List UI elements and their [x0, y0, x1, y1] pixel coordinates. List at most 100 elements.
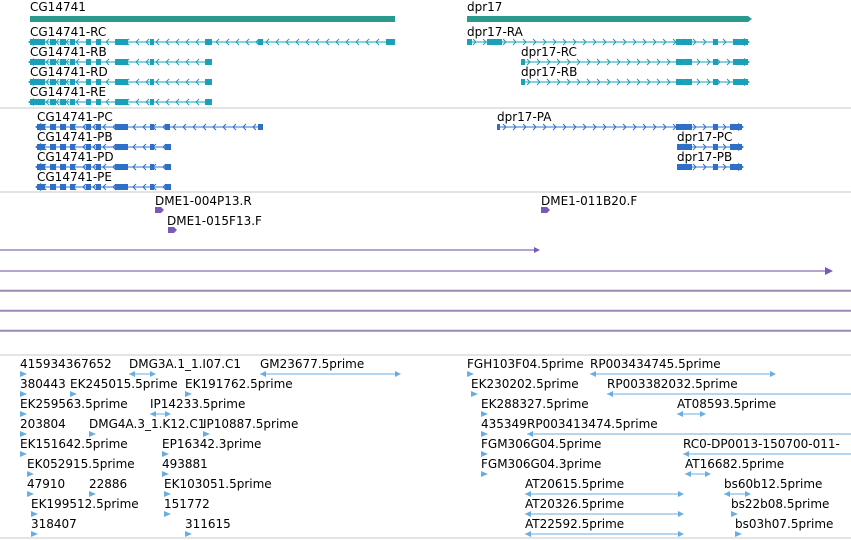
transcript-label[interactable]: dpr17-PA	[497, 110, 552, 124]
est-label[interactable]: EK191762.5prime	[185, 377, 293, 391]
est-label[interactable]: 435349	[481, 417, 527, 431]
est-label[interactable]: 47910	[27, 477, 66, 491]
transcript-label[interactable]: CG14741-RE	[30, 85, 107, 99]
transcript-label[interactable]: dpr17-RA	[467, 25, 523, 39]
est-label[interactable]: AT16682.5prime	[685, 457, 785, 471]
est-label[interactable]: EK052915.5prime	[27, 457, 135, 471]
strand-chevron	[702, 163, 707, 171]
est-label[interactable]: RP003382032.5prime	[607, 377, 738, 391]
est-label[interactable]: 318407	[31, 517, 77, 531]
est-label[interactable]: 22886	[89, 477, 128, 491]
strand-chevron	[662, 38, 667, 46]
exon-block	[165, 144, 171, 150]
est-label[interactable]: RP003434745.5prime	[590, 357, 721, 371]
strand-chevron	[596, 78, 601, 86]
est-label[interactable]: 415934367652	[20, 357, 112, 371]
strand-chevron	[546, 58, 551, 66]
est-label[interactable]: FGM306G04.3prime	[481, 457, 602, 471]
strand-chevron	[325, 38, 330, 46]
est-label[interactable]: 203804	[20, 417, 66, 431]
transcript-label[interactable]: CG14741-RC	[30, 25, 107, 39]
transcript-label[interactable]: dpr17-RB	[521, 65, 578, 79]
exon-block	[30, 99, 45, 105]
strand-chevron	[102, 143, 107, 151]
strand-arrow	[738, 143, 744, 151]
est-label[interactable]: bs03h07.5prime	[735, 517, 834, 531]
est-label[interactable]: bs22b08.5prime	[731, 497, 830, 511]
exon-block	[676, 79, 692, 85]
est-label[interactable]: EK151642.5prime	[20, 437, 128, 451]
strand-chevron	[732, 38, 737, 46]
exon-block	[96, 79, 101, 85]
est-label[interactable]: EK288327.5prime	[481, 397, 589, 411]
est-label[interactable]: EP16342.3prime	[162, 437, 262, 451]
transcript-label[interactable]: CG14741-PB	[37, 130, 113, 144]
clone-label[interactable]: DME1-004P13.R	[155, 194, 252, 208]
transcript-label[interactable]: dpr17-PB	[677, 150, 733, 164]
transcript-label[interactable]: CG14741-PE	[37, 170, 112, 184]
strand-chevron	[225, 38, 230, 46]
transcript-label[interactable]: CG14741-RD	[30, 65, 108, 79]
strand-chevron	[542, 38, 547, 46]
strand-chevron	[512, 38, 517, 46]
est-label[interactable]: RC0-DP0013-150700-011-	[683, 437, 840, 451]
transcript-label[interactable]: dpr17-RC	[521, 45, 577, 59]
strand-chevron	[642, 38, 647, 46]
strand-chevron	[542, 123, 547, 131]
est-label[interactable]: IP14233.5prime	[150, 397, 246, 411]
est-label[interactable]: EK245015.5prime	[70, 377, 178, 391]
strand-chevron	[636, 78, 641, 86]
exon-block	[150, 79, 154, 85]
transcript-label[interactable]: CG14741-PD	[37, 150, 114, 164]
est-label[interactable]: DMG3A.1_1.I07.C1	[129, 357, 242, 371]
strand-chevron	[235, 38, 240, 46]
est-label[interactable]: FGM306G04.5prime	[481, 437, 602, 451]
strand-chevron	[75, 98, 80, 106]
est-label[interactable]: 311615	[185, 517, 231, 531]
strand-chevron	[642, 123, 647, 131]
strand-chevron	[132, 163, 137, 171]
est-label[interactable]: 493881	[162, 457, 208, 471]
est-label[interactable]: EK259563.5prime	[20, 397, 128, 411]
strand-chevron	[556, 58, 561, 66]
est-label[interactable]: bs60b12.5prime	[724, 477, 823, 491]
transcript-label[interactable]: dpr17-PC	[677, 130, 733, 144]
clone-label[interactable]: DME1-011B20.F	[541, 194, 638, 208]
est-marker	[481, 411, 488, 417]
est-label[interactable]: AT20326.5prime	[525, 497, 625, 511]
est-label[interactable]: GM23677.5prime	[260, 357, 365, 371]
gene-label[interactable]: dpr17	[467, 0, 503, 14]
exon-block	[258, 124, 263, 130]
est-label[interactable]: RP003413474.5prime	[527, 417, 658, 431]
strand-chevron	[566, 78, 571, 86]
est-label[interactable]: IP10887.5prime	[203, 417, 299, 431]
strand-chevron	[212, 123, 217, 131]
est-label[interactable]: AT22592.5prime	[525, 517, 625, 531]
gene-label[interactable]: CG14741	[30, 0, 86, 14]
strand-chevron	[115, 98, 120, 106]
strand-chevron	[182, 123, 187, 131]
transcript-label[interactable]: CG14741-RB	[30, 45, 107, 59]
est-label[interactable]: 151772	[164, 497, 210, 511]
est-label[interactable]: EK199512.5prime	[31, 497, 139, 511]
strand-chevron	[92, 163, 97, 171]
est-label[interactable]: AT20615.5prime	[525, 477, 625, 491]
transcript-label[interactable]: CG14741-PC	[37, 110, 113, 124]
strand-chevron	[265, 38, 270, 46]
est-label[interactable]: EK103051.5prime	[164, 477, 272, 491]
strand-chevron	[732, 143, 737, 151]
est-label[interactable]: DMG4A.3_1.K12.C1	[89, 417, 206, 431]
strand-chevron	[586, 58, 591, 66]
est-label[interactable]: AT08593.5prime	[677, 397, 777, 411]
est-label[interactable]: 380443	[20, 377, 66, 391]
clone-label[interactable]: DME1-015F13.F	[167, 214, 262, 228]
exon-block	[115, 144, 128, 150]
exon-block	[165, 124, 170, 130]
strand-chevron	[722, 143, 727, 151]
est-label[interactable]: EK230202.5prime	[471, 377, 579, 391]
est-label[interactable]: FGH103F04.5prime	[467, 357, 584, 371]
strand-chevron	[175, 58, 180, 66]
strand-chevron	[686, 58, 691, 66]
